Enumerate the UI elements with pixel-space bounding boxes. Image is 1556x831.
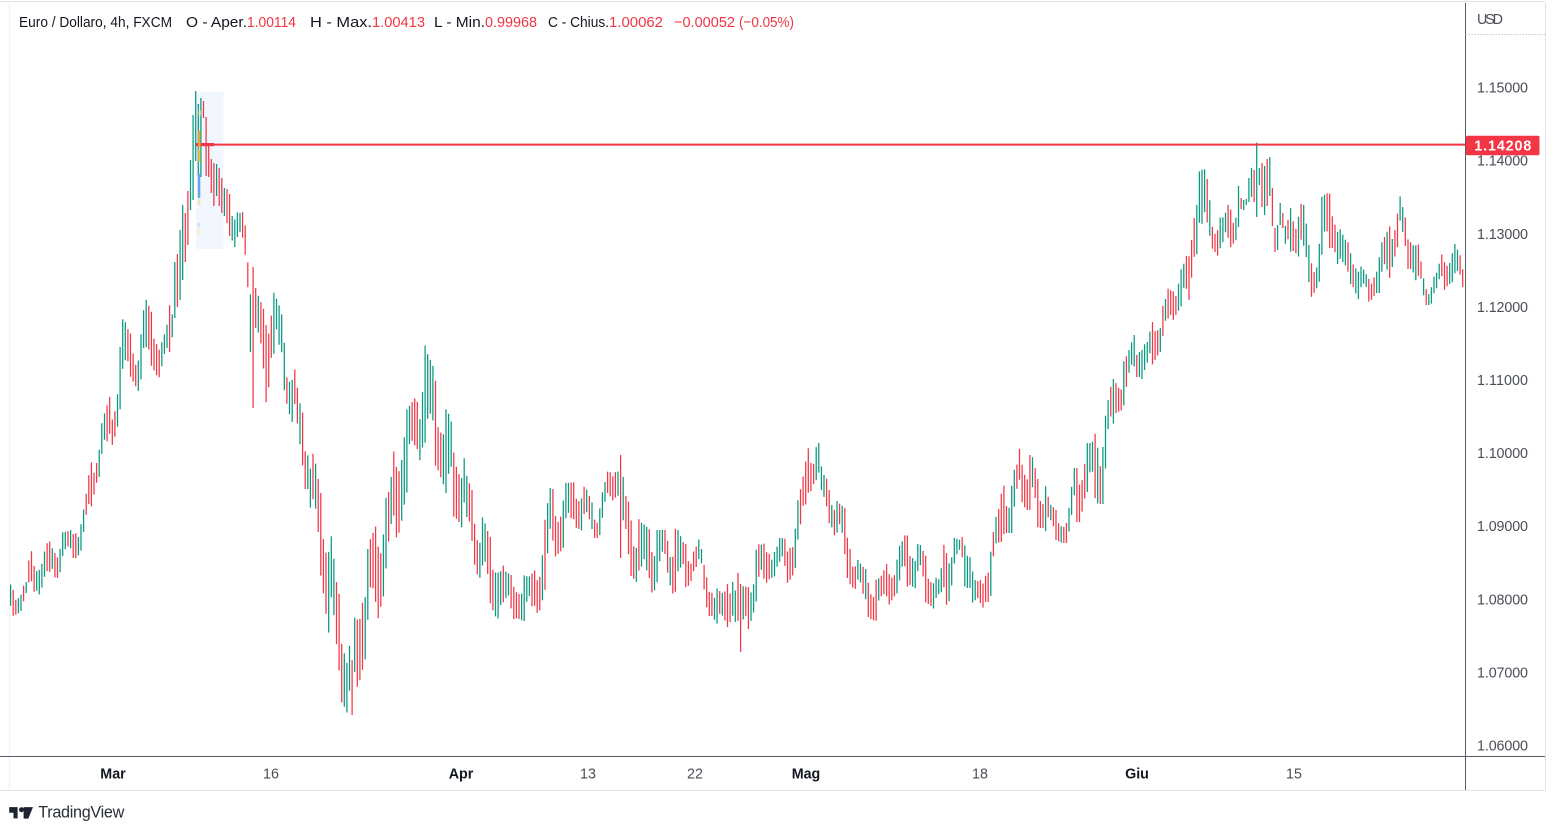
svg-text:1.06000: 1.06000 [1477, 739, 1528, 755]
svg-text:(−0.05%): (−0.05%) [739, 14, 794, 31]
svg-text:1.10000: 1.10000 [1477, 446, 1528, 462]
svg-text:22: 22 [687, 767, 703, 783]
svg-text:13: 13 [580, 767, 596, 783]
svg-text:1.11000: 1.11000 [1477, 373, 1528, 389]
svg-text:TradingView: TradingView [38, 804, 124, 822]
svg-text:USD: USD [1477, 12, 1503, 28]
svg-text:1.08000: 1.08000 [1477, 592, 1528, 608]
svg-text:1.12000: 1.12000 [1477, 300, 1528, 316]
svg-text:16: 16 [263, 767, 279, 783]
svg-text:Giu: Giu [1125, 767, 1149, 783]
svg-text:1.00413: 1.00413 [372, 14, 425, 31]
svg-text:L - Min.: L - Min. [434, 14, 485, 31]
svg-text:1.09000: 1.09000 [1477, 519, 1528, 535]
svg-text:1.14000: 1.14000 [1477, 154, 1528, 170]
svg-text:1.15000: 1.15000 [1477, 81, 1528, 97]
svg-text:C - Chius.: C - Chius. [548, 14, 609, 31]
svg-text:Mag: Mag [792, 767, 821, 783]
svg-text:0.99968: 0.99968 [485, 14, 537, 31]
svg-text:1.07000: 1.07000 [1477, 666, 1528, 682]
svg-text:Mar: Mar [100, 767, 126, 783]
svg-text:18: 18 [972, 767, 988, 783]
svg-text:1.14208: 1.14208 [1474, 139, 1531, 155]
svg-text:1.00062: 1.00062 [609, 14, 663, 31]
svg-text:1.00114: 1.00114 [247, 14, 296, 31]
svg-text:15: 15 [1286, 767, 1302, 783]
svg-text:1.13000: 1.13000 [1477, 227, 1528, 243]
svg-text:−0.00052: −0.00052 [674, 14, 735, 31]
svg-text:O - Aper.: O - Aper. [186, 14, 247, 31]
svg-text:H - Max.: H - Max. [310, 14, 372, 31]
svg-text:Apr: Apr [449, 767, 474, 783]
svg-text:Euro / Dollaro, 4h, FXCM: Euro / Dollaro, 4h, FXCM [19, 14, 172, 31]
